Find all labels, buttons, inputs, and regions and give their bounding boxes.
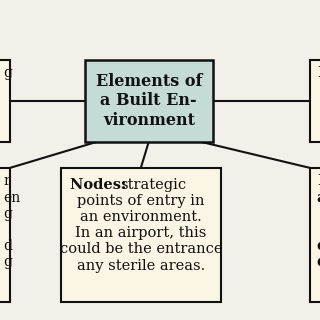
- FancyBboxPatch shape: [0, 60, 10, 141]
- Text: D
a


ca
de: D a ca de: [317, 174, 320, 269]
- Text: Elements of
a Built En-
vironment: Elements of a Built En- vironment: [96, 73, 202, 129]
- Text: Nodes:: Nodes:: [70, 178, 132, 192]
- FancyBboxPatch shape: [61, 168, 221, 302]
- FancyBboxPatch shape: [310, 168, 320, 302]
- FancyBboxPatch shape: [310, 60, 320, 141]
- Text: L: L: [317, 67, 320, 80]
- FancyBboxPatch shape: [85, 60, 213, 141]
- Text: points of entry in
an environment.
In an airport, this
could be the entrance
any: points of entry in an environment. In an…: [60, 178, 222, 273]
- FancyBboxPatch shape: [0, 168, 10, 302]
- Text: g: g: [3, 67, 12, 80]
- Text: r
en
g
 
d
g: r en g d g: [3, 174, 20, 269]
- Text: strategic: strategic: [120, 178, 186, 192]
